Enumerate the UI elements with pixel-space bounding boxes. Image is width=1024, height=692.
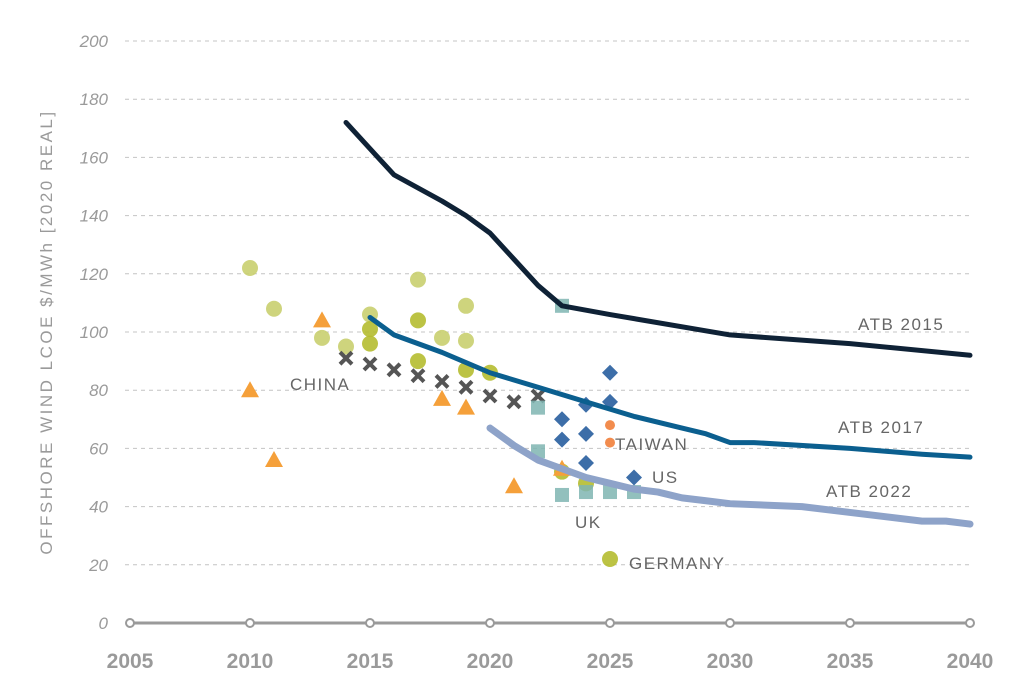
y-tick-label: 100 [80,323,109,342]
point-china [338,350,354,366]
y-tick-label: 0 [99,614,109,633]
y-axis-label: OFFSHORE WIND LCOE $/MWh [2020 REAL] [37,109,56,554]
y-tick-label: 80 [89,381,108,400]
point-us [626,469,642,486]
series-label: TAIWAN [615,435,688,454]
x-tick-mark [245,618,255,628]
point-uk [531,400,545,415]
x-tick-label: 2005 [107,650,154,673]
series-label: GERMANY [629,554,725,573]
x-tick-label: 2015 [347,650,394,673]
point-china [410,368,426,384]
point-china [386,362,402,378]
point-circle [338,338,354,355]
x-tick-label: 2040 [947,650,994,673]
series-label: ATB 2015 [858,315,944,334]
point-circle [410,353,426,370]
point-circle [266,300,282,317]
point-triangle [241,381,259,398]
point-circle [242,259,258,276]
series-label: UK [575,513,602,532]
point-china [362,356,378,372]
point-triangle [457,398,475,415]
series-label: ATB 2017 [838,418,924,437]
point-china [482,388,498,404]
y-tick-label: 200 [79,32,109,51]
line-atb-2022 [486,424,974,528]
point-us [578,425,594,442]
point-circle [458,332,474,349]
point-us [554,431,570,448]
x-tick-mark [365,618,375,628]
point-circle [458,297,474,314]
y-tick-label: 160 [80,148,109,167]
point-triangle [505,477,523,494]
series-label: US [652,468,679,487]
point-china [530,388,546,404]
point-triangle [265,451,283,468]
x-tick-label: 2025 [587,650,634,673]
point-circle [410,271,426,288]
y-tick-label: 20 [88,556,108,575]
x-tick-mark [485,618,495,628]
x-tick-label: 2020 [467,650,514,673]
point-us [578,454,594,471]
point-circle [314,329,330,346]
point-us [554,411,570,428]
point-uk [579,485,593,500]
line-atb-2017 [367,314,973,460]
point-circle [362,321,378,338]
x-tick-label: 2010 [227,650,274,673]
x-tick-label: 2035 [827,650,874,673]
point-triangle [433,389,451,406]
y-tick-label: 180 [80,90,109,109]
point-uk [603,485,617,500]
y-tick-label: 140 [80,207,109,226]
point-triangle [313,311,331,328]
point-circle [362,335,378,352]
point-us [602,364,618,381]
y-tick-label: 60 [89,439,108,458]
x-tick-mark [845,618,855,628]
point-taiwan [605,420,615,431]
series-label: ATB 2022 [826,482,912,501]
x-tick-label: 2030 [707,650,754,673]
line-atb-2015 [343,119,973,358]
y-tick-label: 40 [89,498,108,517]
point-china [458,379,474,395]
x-tick-mark [965,618,975,628]
x-tick-mark [605,618,615,628]
x-tick-mark [725,618,735,628]
point-uk [555,487,569,502]
x-tick-mark [125,618,135,628]
point-taiwan [605,437,615,448]
point-china [434,374,450,389]
point-circle [602,550,618,567]
point-circle [434,329,450,346]
y-tick-label: 120 [80,265,109,284]
series-label: CHINA [290,375,350,394]
point-circle [410,312,426,329]
point-china [506,394,522,410]
